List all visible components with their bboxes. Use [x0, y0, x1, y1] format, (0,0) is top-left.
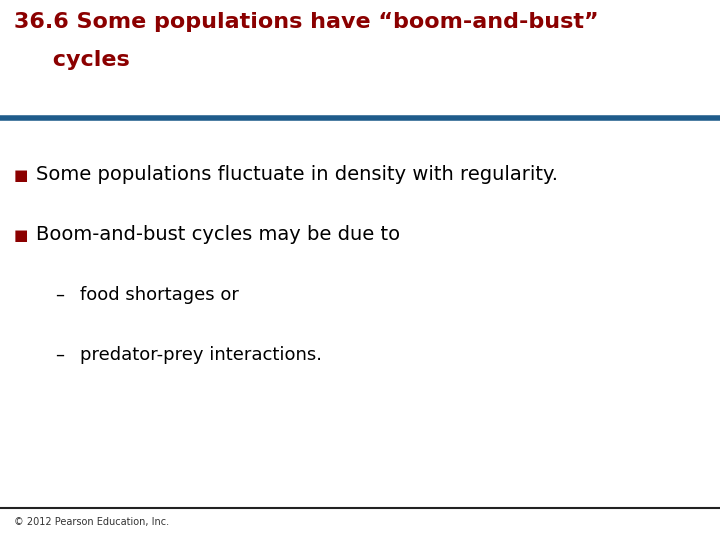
- Text: © 2012 Pearson Education, Inc.: © 2012 Pearson Education, Inc.: [14, 517, 169, 527]
- Text: cycles: cycles: [14, 50, 130, 70]
- Text: food shortages or: food shortages or: [80, 286, 239, 304]
- Text: –: –: [55, 286, 64, 304]
- Text: –: –: [55, 346, 64, 364]
- Text: predator-prey interactions.: predator-prey interactions.: [80, 346, 322, 364]
- Text: Some populations fluctuate in density with regularity.: Some populations fluctuate in density wi…: [36, 165, 558, 185]
- Text: ■: ■: [14, 227, 28, 242]
- Text: Boom-and-bust cycles may be due to: Boom-and-bust cycles may be due to: [36, 226, 400, 245]
- Text: ■: ■: [14, 167, 28, 183]
- Text: 36.6 Some populations have “boom-and-bust”: 36.6 Some populations have “boom-and-bus…: [14, 12, 598, 32]
